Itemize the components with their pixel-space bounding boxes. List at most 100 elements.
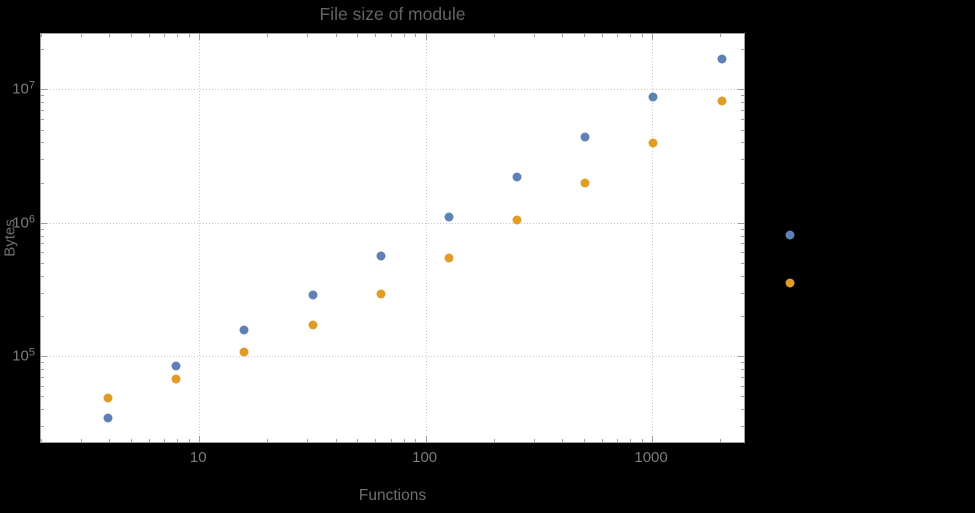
tick-mark [164, 439, 166, 442]
tick-mark [641, 439, 643, 442]
tick-mark [41, 142, 44, 144]
tick-mark [131, 34, 133, 37]
tick-mark [41, 159, 44, 161]
tick-mark [307, 439, 309, 442]
tick-mark [41, 222, 47, 224]
tick-mark [630, 439, 632, 442]
tick-mark [41, 292, 44, 294]
tick-mark [199, 34, 201, 40]
tick-mark [741, 49, 744, 51]
gridline-horizontal [41, 356, 744, 358]
tick-mark [493, 34, 495, 37]
tick-mark [41, 182, 44, 184]
tick-mark [741, 182, 744, 184]
tick-mark [357, 34, 359, 37]
tick-mark [533, 34, 535, 37]
tick-mark [390, 439, 392, 442]
tick-mark [41, 409, 44, 411]
tick-mark [41, 34, 42, 37]
tick-mark [415, 439, 417, 442]
tick-mark [738, 356, 744, 358]
gridline-vertical [199, 34, 201, 442]
data-point [785, 278, 795, 288]
tick-mark [41, 228, 44, 230]
tick-mark [630, 34, 632, 37]
tick-mark [561, 34, 563, 37]
y-tick-label: 105 [12, 346, 35, 365]
tick-mark [616, 439, 618, 442]
plot-frame [40, 33, 745, 443]
tick-mark [741, 376, 744, 378]
tick-mark [741, 396, 744, 398]
tick-mark [741, 228, 744, 230]
x-tick-label: 100 [412, 449, 438, 466]
tick-mark [41, 235, 44, 237]
tick-mark [741, 409, 744, 411]
tick-mark [41, 49, 44, 51]
tick-mark [41, 316, 44, 318]
tick-mark [601, 439, 603, 442]
y-tick-label: 107 [12, 79, 35, 98]
tick-mark [335, 34, 337, 37]
tick-mark [738, 89, 744, 91]
plot-title: File size of module [319, 4, 466, 24]
tick-mark [188, 34, 190, 37]
tick-mark [741, 95, 744, 97]
tick-mark [80, 439, 82, 442]
tick-mark [375, 34, 377, 37]
tick-mark [199, 436, 201, 442]
tick-mark [41, 89, 47, 91]
tick-mark [741, 243, 744, 245]
tick-mark [149, 439, 151, 442]
tick-mark [533, 439, 535, 442]
tick-mark [641, 34, 643, 37]
tick-mark [583, 439, 585, 442]
tick-mark [41, 95, 44, 97]
tick-mark [109, 439, 111, 442]
tick-mark [741, 426, 744, 428]
tick-mark [741, 129, 744, 131]
tick-mark [267, 34, 269, 37]
tick-mark [41, 376, 44, 378]
tick-mark [741, 252, 744, 254]
tick-mark [41, 252, 44, 254]
tick-mark [403, 34, 405, 37]
tick-mark [41, 426, 44, 428]
gridline-horizontal [41, 222, 744, 224]
tick-mark [41, 396, 44, 398]
tick-mark [616, 34, 618, 37]
tick-mark [41, 356, 47, 358]
tick-mark [80, 34, 82, 37]
tick-mark [583, 34, 585, 37]
tick-mark [357, 439, 359, 442]
tick-mark [425, 34, 427, 40]
tick-mark [415, 34, 417, 37]
tick-mark [741, 142, 744, 144]
x-axis-label: Functions [358, 487, 427, 504]
tick-mark [41, 385, 44, 387]
tick-mark [720, 439, 722, 442]
tick-mark [652, 34, 654, 40]
tick-mark [335, 439, 337, 442]
tick-mark [403, 439, 405, 442]
tick-mark [390, 34, 392, 37]
tick-mark [741, 110, 744, 112]
tick-mark [741, 362, 744, 364]
tick-mark [188, 439, 190, 442]
x-tick-label: 10 [189, 449, 207, 466]
tick-mark [741, 316, 744, 318]
tick-mark [41, 102, 44, 104]
gridline-vertical [425, 34, 427, 442]
tick-mark [741, 262, 744, 264]
tick-mark [41, 439, 42, 442]
tick-mark [720, 34, 722, 37]
tick-mark [41, 275, 44, 277]
tick-mark [267, 439, 269, 442]
tick-mark [41, 118, 44, 120]
tick-mark [307, 34, 309, 37]
gridline-horizontal [41, 89, 744, 91]
tick-mark [741, 292, 744, 294]
tick-mark [177, 34, 179, 37]
tick-mark [149, 34, 151, 37]
